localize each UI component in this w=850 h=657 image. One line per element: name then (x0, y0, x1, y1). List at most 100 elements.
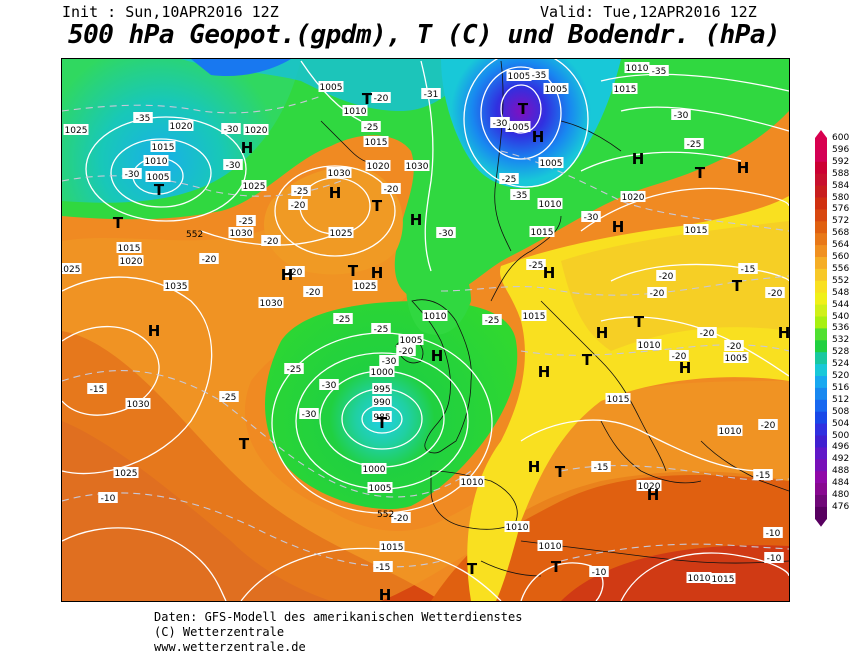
isobar-label-box (361, 463, 387, 474)
isobar-label-box (342, 105, 368, 116)
high-pressure-symbol: H (632, 150, 645, 168)
temperature-label-text: -30 (584, 213, 599, 223)
isobar-label-text: 985 (373, 413, 390, 423)
temperature-label-text: -35 (513, 191, 528, 201)
high-pressure-symbol: H (148, 322, 161, 340)
isobar-label: 1035 (163, 280, 189, 292)
isobar-label: 1025 (63, 124, 89, 136)
isobar-label: 1030 (404, 160, 430, 172)
temperature-label: -30 (319, 379, 339, 391)
temperature-label: -20 (303, 286, 323, 298)
isobar-label-box (372, 383, 392, 394)
temperature-label-box (671, 109, 691, 120)
isobar-label-box (379, 541, 405, 552)
isobar-label-box (459, 476, 485, 487)
isobar-label: 1015 (683, 224, 709, 236)
isobar-label-box (372, 411, 392, 422)
temperature-label: -10 (764, 552, 784, 564)
legend-tick-label: 504 (832, 418, 850, 429)
temperature-label: -15 (738, 263, 758, 275)
isobar-label-text: 1020 (367, 162, 390, 172)
isobar-label-box (612, 83, 638, 94)
isobar-label-box (404, 160, 430, 171)
legend-swatch (815, 173, 827, 187)
low-pressure-symbol: T (582, 351, 593, 369)
temperature-label: -20 (371, 92, 391, 104)
temperature-label: -25 (291, 185, 311, 197)
temperature-label-text: -15 (594, 463, 609, 473)
isobar-label-text: 1025 (330, 229, 353, 239)
temperature-contours (62, 95, 789, 568)
isobar-label-box (521, 310, 547, 321)
legend-swatch (815, 483, 827, 496)
chart-title: 500 hPa Geopot.(gpdm), T (C) und Bodendr… (68, 20, 781, 50)
legend-swatch (815, 340, 827, 353)
color-scale-legend: 600 596 592 588 584 580 576 572 568 564 560 556 552 5… (812, 130, 850, 530)
isobar-label-box (125, 398, 151, 409)
footer-data-source: Daten: GFS-Modell des amerikanischen Wet… (154, 610, 523, 624)
temperature-label-box (379, 355, 399, 366)
temperature-label: -20 (381, 183, 401, 195)
temperature-label-box (221, 123, 241, 134)
isobar-label-box (62, 263, 82, 274)
isobar-label-text: 1020 (245, 126, 268, 136)
isobar-label-text: 1020 (120, 257, 143, 267)
isobar-label: 1010 (342, 105, 368, 117)
high-pressure-symbol: H (410, 211, 423, 229)
isobar-label-text: 1030 (260, 299, 283, 309)
isobar-label-text: 1000 (363, 465, 386, 475)
temperature-label-text: -20 (659, 272, 674, 282)
temperature-label-box (303, 286, 323, 297)
isobar-label-text: 1010 (145, 157, 168, 167)
isobar-label: 1015 (521, 310, 547, 322)
isobar-label: 1005 (505, 121, 531, 133)
legend-swatch (815, 197, 827, 210)
temperature-label-box (482, 314, 502, 325)
temperature-label-box (589, 566, 609, 577)
temperature-label-text: -10 (101, 494, 116, 504)
high-pressure-symbol: H (431, 347, 444, 365)
isobar-label: 1000 (369, 366, 395, 378)
isobar-label: 985 (372, 411, 392, 423)
isobar-label-text: 1030 (328, 169, 351, 179)
isobar-label-box (505, 121, 531, 132)
temperature-label-box (333, 313, 353, 324)
isobar-label-text: 1005 (369, 484, 392, 494)
legend-swatch (815, 209, 827, 222)
temperature-label: -25 (371, 323, 391, 335)
legend-tick-label: 580 (832, 192, 850, 203)
temperature-label-text: -25 (239, 217, 254, 227)
isobar-label: 1020 (118, 255, 144, 267)
temperature-label-box (649, 65, 669, 76)
legend-swatch (815, 257, 827, 270)
isobar-label-box (116, 242, 142, 253)
isobar-label-box (326, 167, 352, 178)
temperature-label-box (87, 383, 107, 394)
temperature-label-box (591, 461, 611, 472)
field-north-blue (191, 59, 291, 77)
isobar-label-text: 1015 (152, 143, 175, 153)
temperature-label: -20 (765, 287, 785, 299)
high-pressure-symbol: H (329, 184, 342, 202)
legend-tick-label: 488 (832, 466, 850, 477)
isobar-label-text: 1015 (118, 244, 141, 254)
isobar-label-box (538, 157, 564, 168)
temperature-label-text: -35 (532, 71, 547, 81)
legend-tick-label: 528 (832, 347, 850, 358)
temperature-label-box (371, 323, 391, 334)
legend-tick-label: 552 (832, 275, 850, 286)
isobar-label-text: 1015 (365, 138, 388, 148)
temperature-label: -30 (122, 168, 142, 180)
legend-swatch (815, 506, 827, 520)
isobar-label-box (537, 540, 563, 551)
temperature-label-box (499, 173, 519, 184)
isobar-label-text: 1010 (719, 427, 742, 437)
isobar-label-box (365, 160, 391, 171)
low-pressure-symbol: T (372, 197, 383, 215)
temperature-label-box (373, 561, 393, 572)
isobar-label-box (506, 70, 532, 81)
temperature-label: -15 (373, 561, 393, 573)
isobar-label-box (113, 467, 139, 478)
temperature-label: -10 (589, 566, 609, 578)
